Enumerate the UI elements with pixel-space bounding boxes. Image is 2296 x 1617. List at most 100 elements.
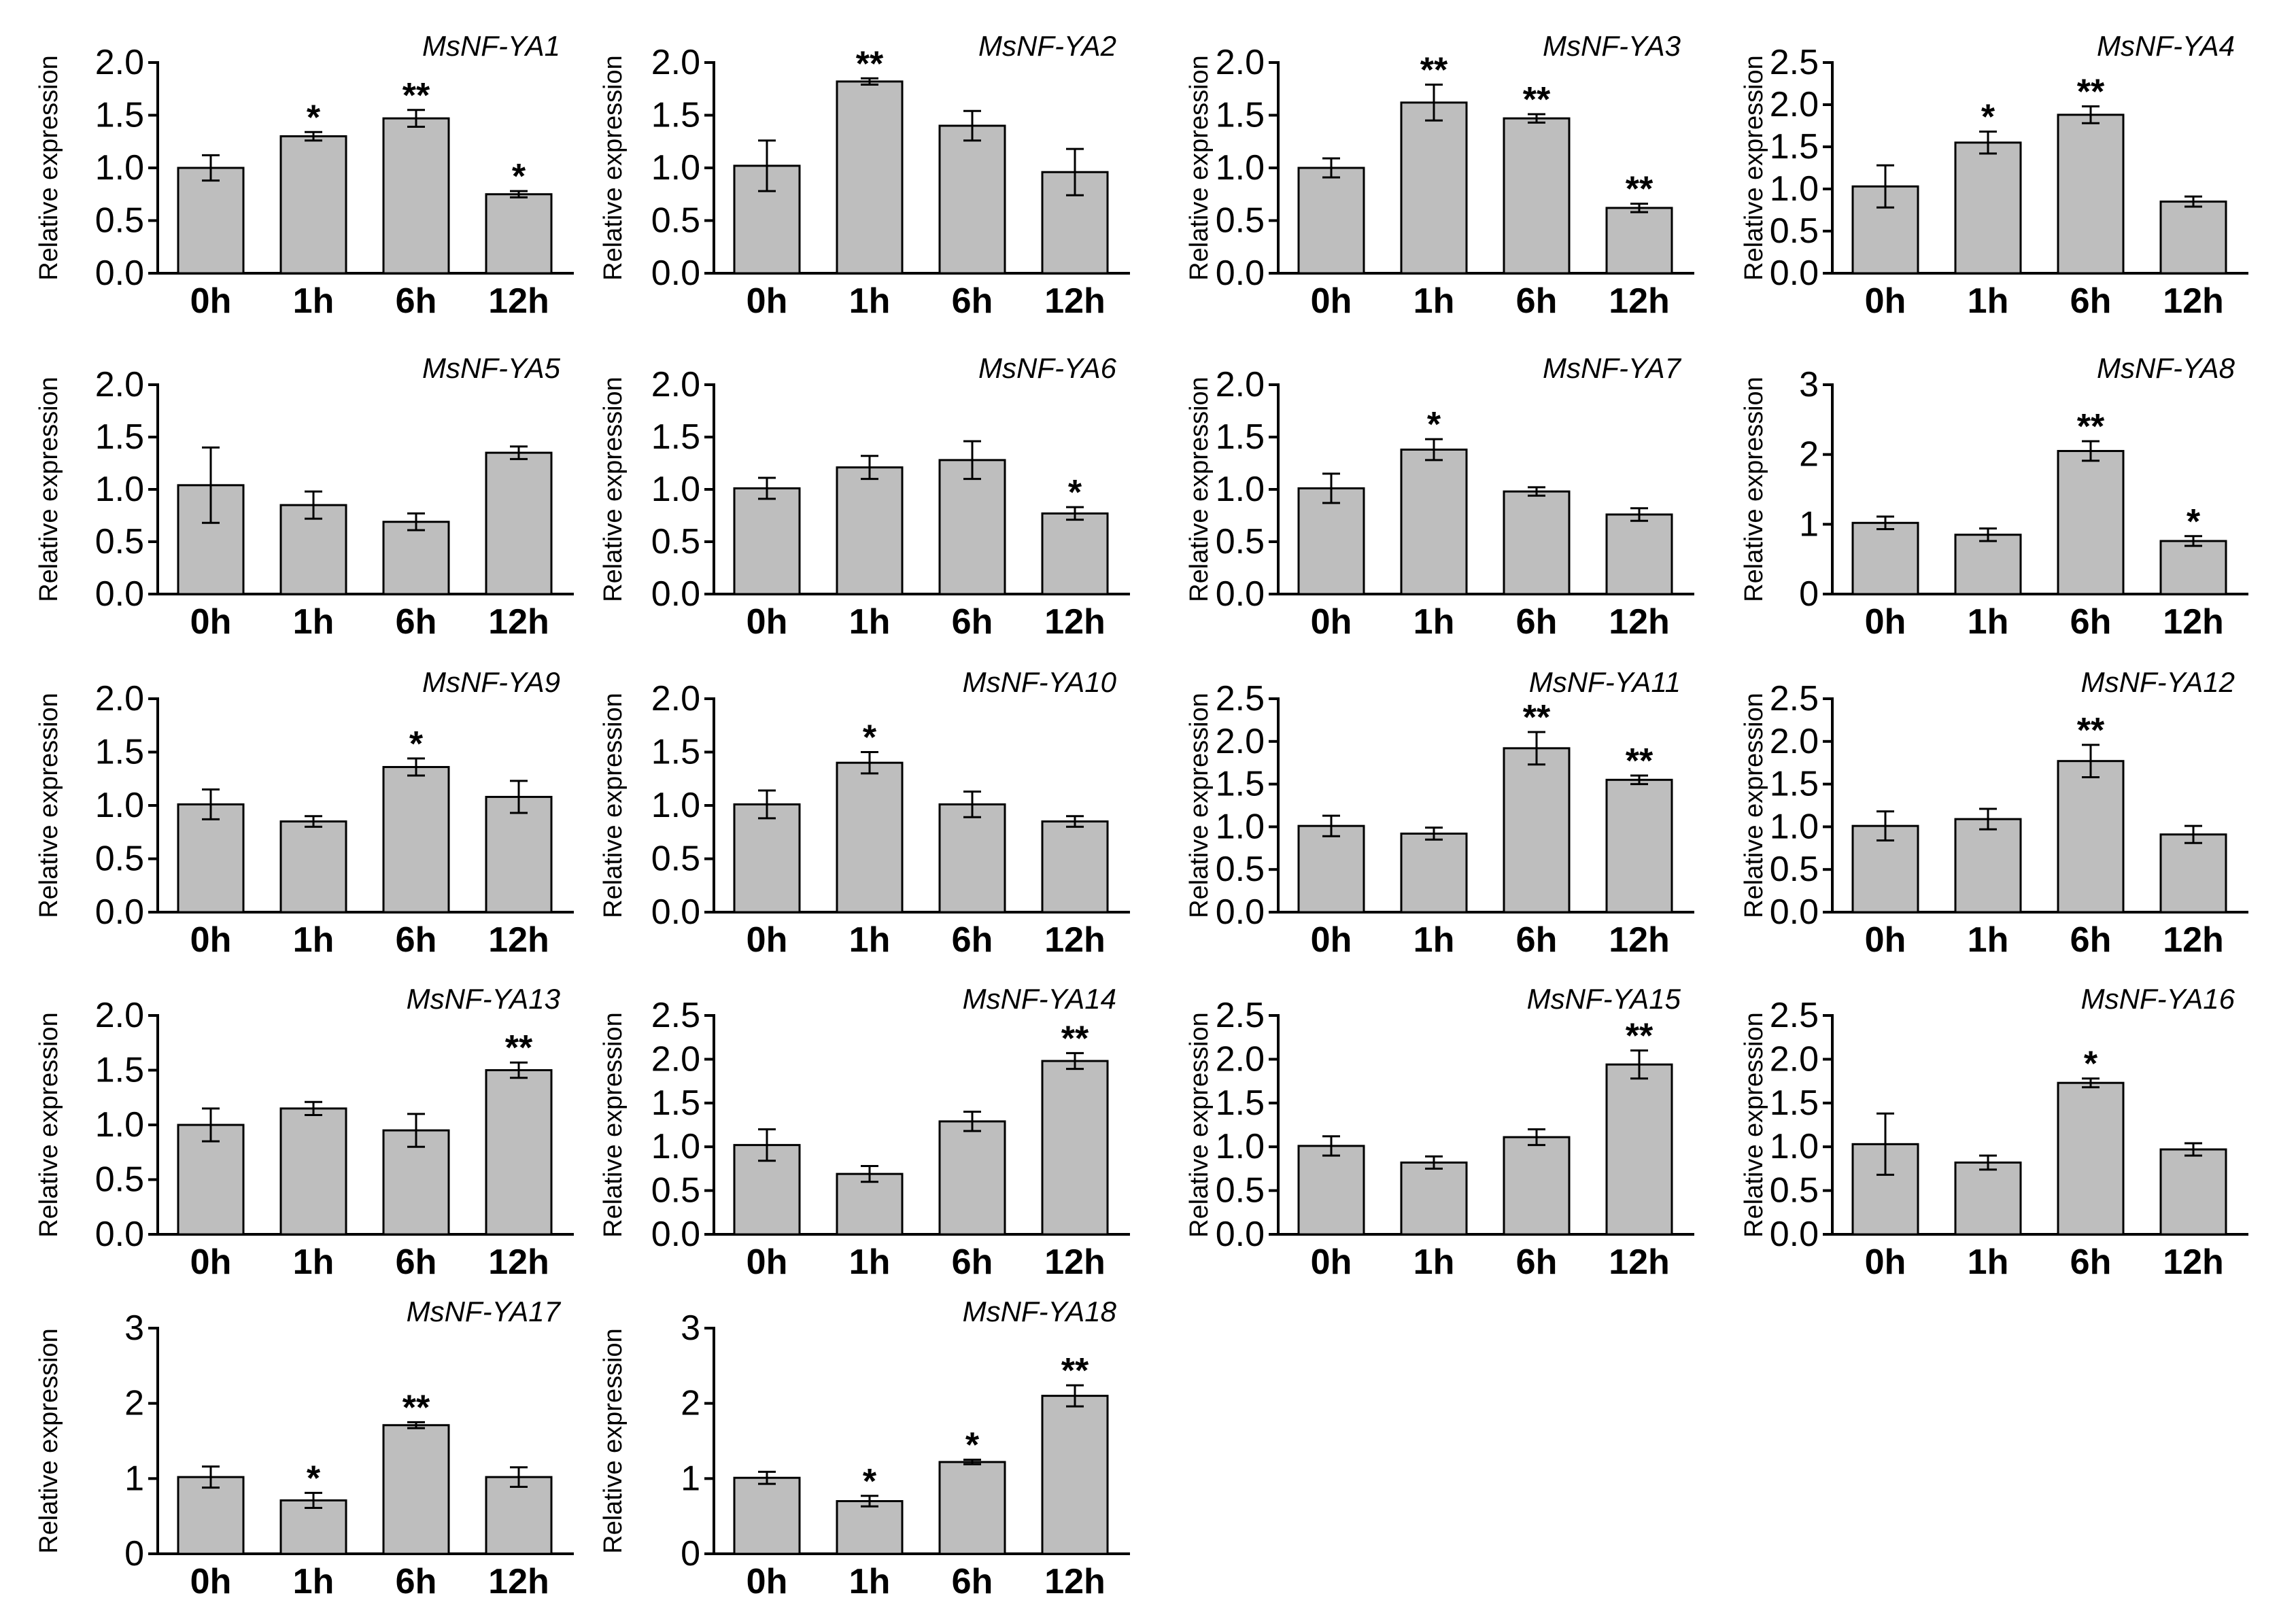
x-tick-label: 12h — [1044, 602, 1106, 642]
chart-title: MsNF-YA1 — [422, 30, 560, 62]
x-tick-label: 1h — [293, 1562, 335, 1601]
bar — [938, 459, 1006, 595]
bar — [1297, 1145, 1365, 1236]
bar — [938, 1120, 1006, 1236]
bar — [1297, 167, 1365, 275]
y-tick-label: 0.5 — [1216, 201, 1265, 241]
y-tick-label: 0.5 — [1770, 1171, 1819, 1211]
y-tick-label: 1.0 — [1216, 470, 1265, 509]
bar — [2057, 114, 2125, 275]
bar — [836, 1500, 904, 1555]
chart-panel: Relative expression MsNF-YA3 0.0 0.5 1.0 1.5 2… — [1185, 30, 1694, 321]
y-axis-label: Relative expression — [599, 693, 628, 918]
x-tick-label: 0h — [190, 920, 232, 960]
y-tick-label: 1.5 — [1216, 765, 1265, 804]
x-tick-label: 12h — [1609, 281, 1670, 321]
significance-label: * — [1427, 405, 1441, 445]
significance-label: ** — [1523, 80, 1551, 120]
chart-panel: Relative expression MsNF-YA7 0.0 0.5 1.0 1.5 2… — [1185, 352, 1694, 642]
bar — [1605, 778, 1673, 914]
y-tick-label: 1.5 — [1216, 1083, 1265, 1123]
y-tick-label: 1.0 — [1770, 169, 1819, 209]
significance-label: ** — [1626, 742, 1654, 781]
x-tick-label: 0h — [747, 1242, 788, 1282]
x-tick-label: 6h — [2070, 602, 2112, 642]
y-tick-label: 0.0 — [1216, 892, 1265, 932]
x-tick-label: 6h — [952, 1242, 993, 1282]
significance-label: ** — [505, 1028, 533, 1068]
x-tick-label: 0h — [747, 920, 788, 960]
significance-label: * — [2084, 1045, 2098, 1084]
x-tick-label: 6h — [952, 920, 993, 960]
x-tick-label: 12h — [2163, 920, 2224, 960]
x-tick-label: 1h — [849, 1562, 891, 1601]
y-tick-label: 0.0 — [95, 892, 144, 932]
bar — [836, 80, 904, 275]
y-tick-label: 0.5 — [95, 201, 144, 241]
x-tick-label: 12h — [1044, 1562, 1106, 1601]
y-tick-label: 0.5 — [1216, 1171, 1265, 1211]
bar — [1954, 534, 2022, 595]
y-tick-label: 1.0 — [1216, 1127, 1265, 1166]
y-tick-label: 3 — [681, 1308, 700, 1348]
bar — [2159, 201, 2227, 275]
bar — [733, 487, 801, 595]
y-tick-label: 1.5 — [1770, 765, 1819, 804]
bar — [177, 803, 245, 914]
significance-label: * — [863, 1462, 877, 1501]
y-tick-label: 0.5 — [1770, 850, 1819, 889]
x-tick-label: 1h — [1968, 281, 2009, 321]
bar — [836, 1172, 904, 1236]
bar — [1297, 824, 1365, 914]
y-tick-label: 0.0 — [1770, 1215, 1819, 1254]
chart-title: MsNF-YA9 — [422, 666, 560, 698]
y-axis-label: Relative expression — [599, 1328, 628, 1554]
y-tick-label: 2.0 — [1216, 722, 1265, 761]
bar — [177, 1476, 245, 1555]
y-tick-label: 2.0 — [651, 679, 700, 718]
y-axis-label: Relative expression — [1740, 55, 1768, 281]
y-tick-label: 1.5 — [651, 96, 700, 135]
y-tick-label: 1.0 — [95, 786, 144, 825]
y-tick-label: 0.0 — [651, 892, 700, 932]
chart-title: MsNF-YA12 — [2081, 666, 2235, 698]
y-tick-label: 3 — [1799, 365, 1819, 404]
y-tick-label: 2.5 — [1216, 996, 1265, 1035]
y-tick-label: 1.0 — [1770, 1127, 1819, 1166]
y-tick-label: 1.0 — [1770, 807, 1819, 846]
y-tick-label: 2.0 — [1770, 1039, 1819, 1079]
bar — [279, 135, 347, 275]
x-tick-label: 0h — [1865, 602, 1906, 642]
x-tick-label: 6h — [952, 1562, 993, 1601]
x-tick-label: 6h — [1516, 281, 1558, 321]
y-tick-label: 1.5 — [1770, 127, 1819, 167]
bar — [2159, 833, 2227, 914]
x-tick-label: 0h — [1311, 281, 1352, 321]
y-tick-label: 2.5 — [651, 996, 700, 1035]
bar — [1954, 818, 2022, 914]
y-tick-label: 1.0 — [1216, 148, 1265, 188]
x-tick-label: 12h — [1609, 1242, 1670, 1282]
x-tick-label: 1h — [293, 602, 335, 642]
x-tick-label: 6h — [952, 281, 993, 321]
y-tick-label: 0.5 — [95, 522, 144, 561]
x-tick-label: 0h — [190, 281, 232, 321]
bar — [382, 1424, 450, 1555]
x-tick-label: 12h — [1044, 920, 1106, 960]
y-tick-label: 2.0 — [651, 365, 700, 404]
y-axis-label: Relative expression — [1185, 377, 1214, 602]
chart-title: MsNF-YA4 — [2097, 30, 2235, 62]
y-tick-label: 1.5 — [1216, 96, 1265, 135]
bar — [279, 820, 347, 914]
y-axis-label: Relative expression — [1740, 377, 1768, 602]
x-tick-label: 1h — [1968, 602, 2009, 642]
chart-title: MsNF-YA18 — [963, 1296, 1117, 1327]
bar — [2057, 760, 2125, 914]
y-tick-label: 0.0 — [1216, 574, 1265, 614]
significance-label: ** — [402, 1388, 430, 1427]
chart-title: MsNF-YA6 — [978, 352, 1117, 384]
bar — [382, 521, 450, 595]
x-tick-label: 12h — [2163, 1242, 2224, 1282]
significance-label: * — [512, 157, 526, 196]
